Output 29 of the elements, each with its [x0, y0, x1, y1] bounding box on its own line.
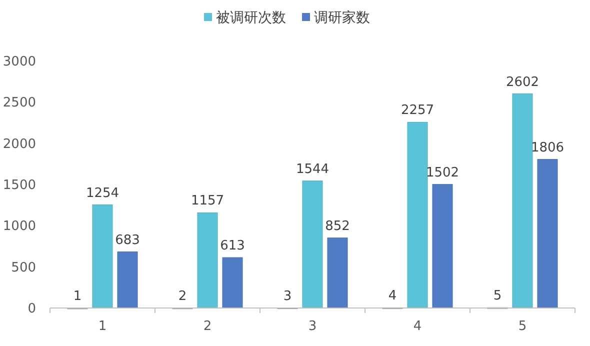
data-label: 4 [413, 319, 422, 334]
data-label: 852 [325, 218, 350, 234]
data-label: 683 [115, 232, 140, 248]
x-tick-label: 5 [493, 288, 502, 304]
data-label: 1254 [86, 186, 120, 201]
y-tick-label: 1500 [2, 178, 36, 194]
data-label: 2602 [506, 74, 540, 90]
y-tick-label: 1000 [2, 219, 36, 234]
data-label: 1544 [296, 162, 330, 177]
data-label: 1502 [426, 165, 460, 180]
legend-label: 调研家数 [314, 10, 370, 26]
data-label: 1806 [530, 140, 564, 156]
y-tick-label: 3000 [2, 54, 36, 70]
data-label: 2 [203, 319, 212, 334]
x-tick-label: 3 [283, 288, 292, 304]
data-label: 1 [98, 319, 107, 334]
data-label: 1157 [190, 194, 224, 209]
data-label: 3 [308, 319, 317, 334]
y-tick-label: 2000 [2, 136, 36, 152]
data-label: 613 [220, 238, 245, 254]
x-tick-label: 2 [178, 288, 187, 304]
legend-label: 被调研次数 [216, 10, 286, 26]
x-tick-label: 4 [388, 288, 397, 304]
data-label: 5 [518, 319, 527, 334]
y-tick-label: 500 [11, 260, 36, 276]
y-tick-label: 2500 [2, 96, 36, 111]
y-tick-label: 0 [28, 302, 36, 317]
data-label: 2257 [400, 103, 434, 118]
x-tick-label: 1 [73, 288, 82, 304]
